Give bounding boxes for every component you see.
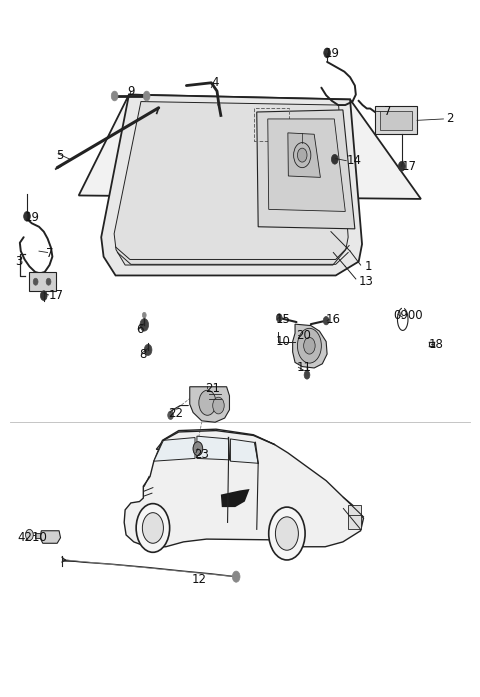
Polygon shape xyxy=(380,111,412,130)
Circle shape xyxy=(213,397,224,414)
Bar xyxy=(348,514,361,529)
Text: 10: 10 xyxy=(276,335,291,348)
Polygon shape xyxy=(197,436,228,460)
Polygon shape xyxy=(124,429,363,546)
Polygon shape xyxy=(268,119,345,211)
Text: 17: 17 xyxy=(402,160,417,173)
Text: 4210: 4210 xyxy=(17,531,48,544)
Circle shape xyxy=(40,291,47,300)
Circle shape xyxy=(276,314,282,322)
Text: 13: 13 xyxy=(359,275,373,288)
Polygon shape xyxy=(29,272,56,291)
Circle shape xyxy=(111,91,118,101)
Circle shape xyxy=(136,504,169,552)
Text: 21: 21 xyxy=(205,383,220,395)
Text: 17: 17 xyxy=(48,289,63,302)
Circle shape xyxy=(304,371,310,379)
Circle shape xyxy=(143,312,146,318)
Text: 9: 9 xyxy=(128,84,135,98)
Circle shape xyxy=(144,344,152,355)
Circle shape xyxy=(25,529,33,540)
Polygon shape xyxy=(101,95,362,275)
Circle shape xyxy=(276,517,299,550)
Text: 7: 7 xyxy=(46,247,54,260)
Text: 5: 5 xyxy=(56,148,63,162)
Circle shape xyxy=(193,442,203,456)
Circle shape xyxy=(298,148,307,162)
Circle shape xyxy=(331,155,338,164)
Circle shape xyxy=(269,507,305,560)
Polygon shape xyxy=(221,489,250,507)
Circle shape xyxy=(324,48,330,58)
Text: 20: 20 xyxy=(297,330,312,342)
Polygon shape xyxy=(257,110,355,229)
Circle shape xyxy=(232,571,240,582)
Polygon shape xyxy=(154,438,195,461)
Text: 15: 15 xyxy=(276,313,290,325)
Text: 2: 2 xyxy=(446,112,453,125)
Text: 16: 16 xyxy=(326,313,341,325)
Text: 1: 1 xyxy=(364,260,372,273)
Polygon shape xyxy=(40,530,60,543)
Text: 12: 12 xyxy=(192,573,207,586)
Text: 3: 3 xyxy=(15,255,23,268)
Circle shape xyxy=(304,337,315,354)
Text: 0900: 0900 xyxy=(393,309,423,321)
Polygon shape xyxy=(230,439,258,464)
Polygon shape xyxy=(156,431,275,450)
Polygon shape xyxy=(293,324,327,368)
Polygon shape xyxy=(375,107,417,135)
Circle shape xyxy=(140,319,149,331)
Circle shape xyxy=(24,211,30,221)
Circle shape xyxy=(143,513,163,543)
Text: 11: 11 xyxy=(297,362,312,374)
Circle shape xyxy=(46,278,51,285)
Circle shape xyxy=(168,411,173,420)
Text: 18: 18 xyxy=(429,338,444,351)
Circle shape xyxy=(33,278,38,285)
Circle shape xyxy=(294,143,311,168)
Circle shape xyxy=(323,316,329,325)
Text: 4: 4 xyxy=(211,76,219,89)
Text: 19: 19 xyxy=(324,47,339,60)
Circle shape xyxy=(298,328,322,363)
Polygon shape xyxy=(190,387,229,422)
Polygon shape xyxy=(288,133,321,177)
Polygon shape xyxy=(35,533,40,537)
Text: 8: 8 xyxy=(140,348,147,360)
Text: 19: 19 xyxy=(24,211,40,224)
Circle shape xyxy=(199,390,216,415)
Text: 7: 7 xyxy=(384,105,391,118)
Bar xyxy=(254,108,289,141)
Circle shape xyxy=(398,162,405,171)
Polygon shape xyxy=(114,102,348,265)
Text: 23: 23 xyxy=(194,447,209,461)
Polygon shape xyxy=(79,95,421,199)
Circle shape xyxy=(144,91,150,101)
Bar xyxy=(348,505,361,516)
Text: 6: 6 xyxy=(136,323,144,335)
Text: 22: 22 xyxy=(168,407,183,420)
Text: 14: 14 xyxy=(346,154,361,167)
